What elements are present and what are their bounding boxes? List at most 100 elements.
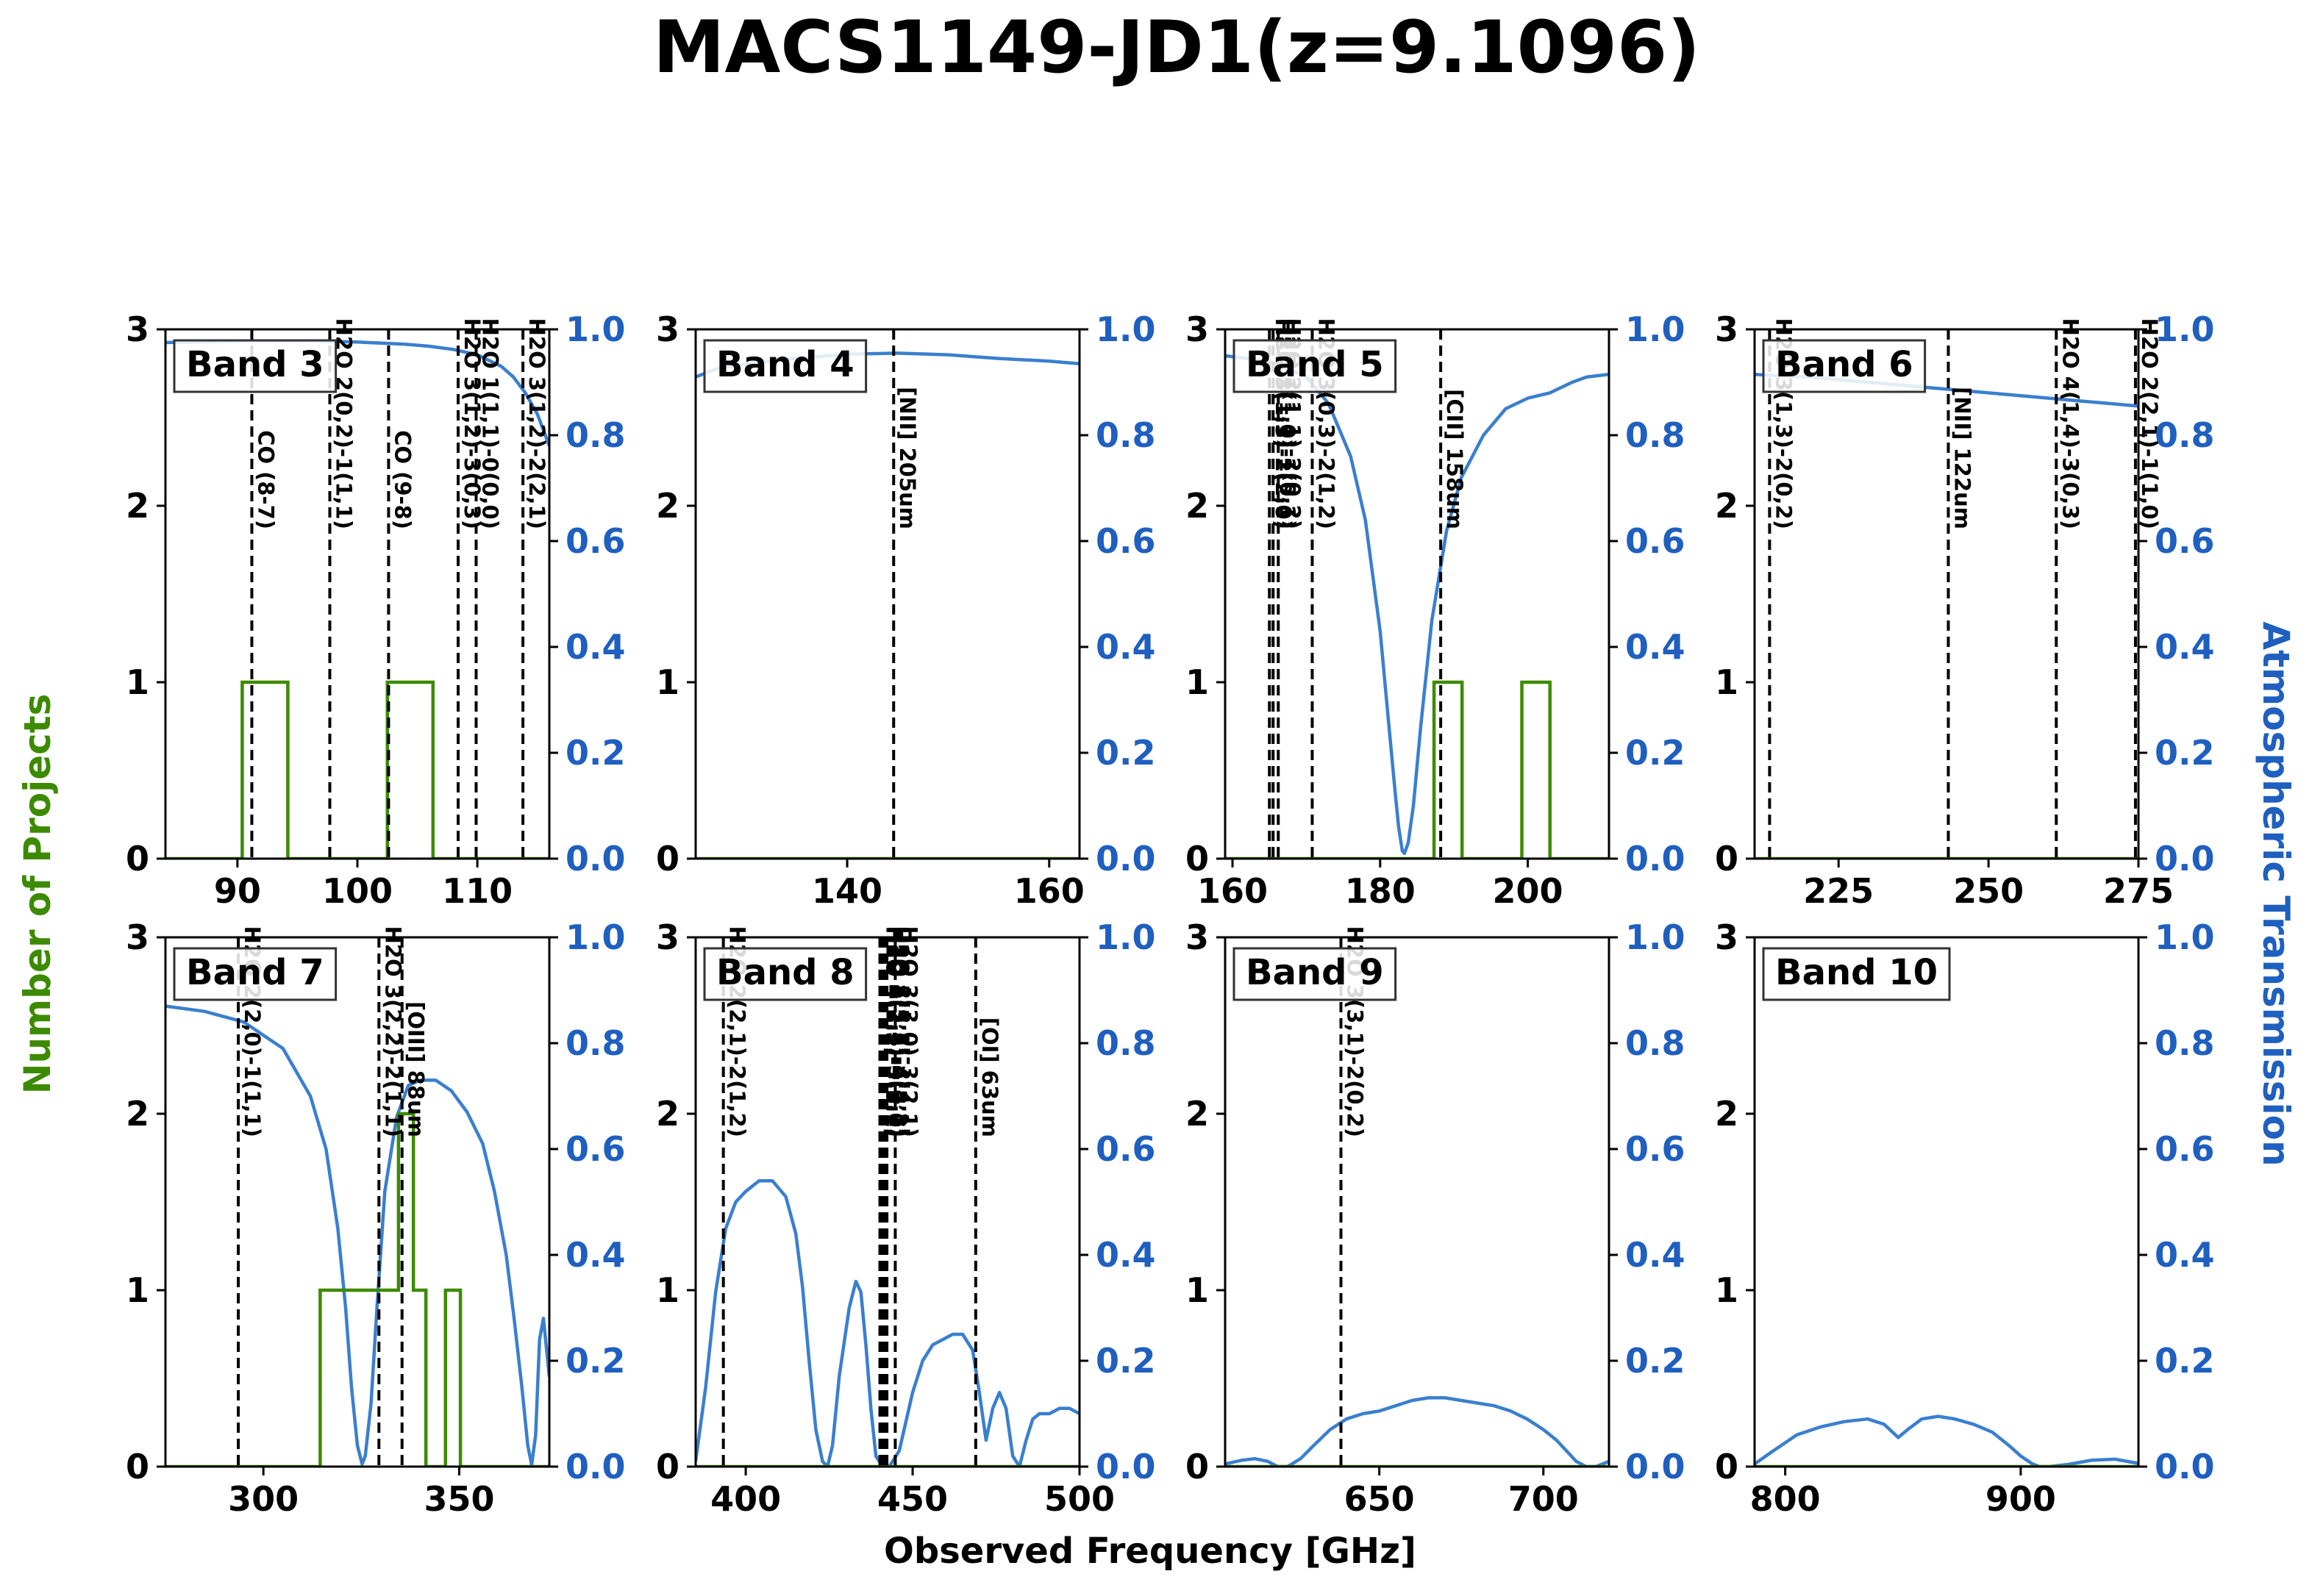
- y-right-tick-label: 0.2: [565, 1341, 626, 1381]
- y-left-tick-label: 0: [126, 839, 149, 878]
- y-left-tick-label: 1: [1715, 1270, 1738, 1310]
- x-tick-label: 650: [1344, 1479, 1415, 1519]
- y-right-tick-label: 0.8: [1096, 415, 1156, 455]
- panel-frame: [1224, 936, 1610, 1468]
- panel-title: Band 5: [1246, 344, 1384, 385]
- panel-6: H2O 2(2,1)-2(1,2) H2O 4(2,2)-3(3,1)H2O 4(…: [656, 917, 1156, 1519]
- emission-line-label: [NII] 205um: [895, 387, 920, 529]
- panel-title-frame: [1762, 339, 1927, 393]
- panel-title-box: Band 5: [1232, 339, 1397, 393]
- panel-8: 0 1 2 3 0.0 0.2 0.4 0.6 0.8 1.0 800 900 Band 10: [1715, 917, 2215, 1519]
- y-right-tick-label: 0.8: [1625, 415, 1685, 455]
- y-left-tick-label: 2: [126, 486, 149, 526]
- panel-title-box: Band 10: [1762, 947, 1951, 1001]
- y-right-tick-label: 0.6: [1625, 1129, 1685, 1169]
- transmission-curve: [165, 1004, 549, 1467]
- y-right-tick-label: 0.4: [565, 627, 626, 667]
- emission-line-label: H2O 4(1,4)-3(0,3): [2058, 318, 2083, 529]
- panel-title: Band 10: [1775, 952, 1938, 993]
- y-left-tick-label: 2: [1185, 1094, 1209, 1134]
- y-right-tick-label: 1.0: [1625, 309, 1685, 349]
- x-tick-label: 350: [424, 1479, 494, 1519]
- y-right-tick-label: 0.4: [2155, 627, 2215, 667]
- y-right-tick-label: 0.0: [1096, 839, 1156, 878]
- emission-line-label: H2O 1(1,1)-0(0,0): [478, 318, 503, 529]
- y-left-tick-label: 2: [1715, 1094, 1738, 1134]
- y-right-tick-label: 0.2: [1625, 1341, 1685, 1381]
- x-axis-label: Observed Frequency [GHz]: [884, 1531, 1416, 1572]
- panel-title-frame: [1232, 947, 1397, 1001]
- y-right-tick-label: 0.6: [2155, 521, 2215, 561]
- panel-title-frame: [173, 947, 338, 1001]
- y-left-tick-label: 2: [1185, 486, 1209, 526]
- y-right-tick-label: 0.4: [1625, 627, 1685, 667]
- y-left-tick-label: 0: [1715, 1447, 1738, 1486]
- x-tick-label: 90: [214, 871, 261, 911]
- y-left-tick-label: 2: [1715, 486, 1738, 526]
- emission-line-label: [CII] 158um: [1442, 389, 1467, 529]
- y-right-tick-label: 0.0: [1096, 1447, 1156, 1486]
- y-right-tick-label: 0.2: [1096, 733, 1156, 773]
- y-right-tick-label: 0.4: [1625, 1235, 1685, 1275]
- panel-title: Band 3: [186, 344, 324, 385]
- y-right-tick-label: 0.0: [1625, 1447, 1685, 1486]
- x-tick-label: 160: [1014, 871, 1085, 911]
- emission-line-label: H2O 3(1,2)-3(0,3): [460, 318, 485, 529]
- panel-title-frame: [703, 339, 868, 393]
- x-tick-label: 200: [1493, 871, 1563, 911]
- emission-line-label: H2O 3(2,2)-2(1,1): [380, 926, 405, 1137]
- y-left-tick-label: 0: [656, 1447, 679, 1486]
- y-right-tick-label: 0.0: [1625, 839, 1685, 878]
- transmission-curve: [1225, 1396, 1609, 1467]
- panel-title-box: Band 7: [173, 947, 338, 1001]
- transmission-curve: [696, 1178, 1080, 1467]
- x-tick-label: 400: [710, 1479, 781, 1519]
- y-left-tick-label: 1: [656, 1270, 679, 1310]
- panel-5: H2O 2(2,0)-1(1,1) H2O 3(2,2)-2(1,1)[OIII]…: [126, 917, 626, 1519]
- y-left-tick-label: 1: [656, 662, 679, 702]
- x-tick-label: 800: [1750, 1479, 1821, 1519]
- emission-line-label: H2O 3(1,2)-2(2,1): [524, 318, 549, 529]
- panel-data: [1225, 937, 1609, 1467]
- panel-3: H2O 3(1,3)-2(2,0)H2O 1(1,0)-1(0,1)H2O 2(…: [1185, 309, 1685, 911]
- panel-frame: [1224, 328, 1610, 860]
- emission-line-label: [OIII] 88um: [404, 1001, 429, 1137]
- panel-title-frame: [173, 339, 338, 393]
- y-left-tick-label: 3: [126, 917, 149, 957]
- x-tick-label: 275: [2103, 871, 2174, 911]
- panel-data: [1225, 329, 1609, 859]
- y-left-tick-label: 3: [656, 917, 679, 957]
- y-right-tick-label: 0.8: [1096, 1023, 1156, 1063]
- y-right-tick-label: 0.4: [1096, 1235, 1156, 1275]
- panel-title: Band 9: [1246, 952, 1384, 993]
- y-right-tick-label: 0.0: [2155, 1447, 2215, 1486]
- x-tick-label: 180: [1345, 871, 1416, 911]
- x-tick-label: 110: [442, 871, 513, 911]
- y-right-tick-label: 0.0: [565, 839, 626, 878]
- y-axis-label-right: Atmospheric Transmission: [2255, 621, 2297, 1166]
- y-left-tick-label: 3: [1185, 917, 1209, 957]
- y-right-tick-label: 0.6: [1096, 1129, 1156, 1169]
- y-left-tick-label: 3: [126, 309, 149, 349]
- y-right-tick-label: 0.0: [2155, 839, 2215, 878]
- y-right-tick-label: 0.2: [1096, 1341, 1156, 1381]
- transmission-curve: [1225, 354, 1609, 856]
- panel-data: [696, 937, 1080, 1467]
- panel-data: [165, 329, 549, 859]
- y-right-tick-label: 1.0: [1096, 309, 1156, 349]
- panel-title: Band 8: [716, 952, 854, 993]
- y-left-tick-label: 1: [1185, 662, 1209, 702]
- y-left-tick-label: 2: [656, 486, 679, 526]
- y-right-tick-label: 1.0: [2155, 309, 2215, 349]
- emission-line-label: CO (9-8): [390, 430, 415, 529]
- y-right-tick-label: 0.4: [2155, 1235, 2215, 1275]
- y-left-tick-label: 3: [656, 309, 679, 349]
- y-left-tick-label: 2: [656, 1094, 679, 1134]
- emission-line-label: H2O 4(2,3)-3(3,0): [883, 926, 908, 1137]
- panel-title: Band 7: [186, 952, 324, 993]
- y-right-tick-label: 1.0: [2155, 917, 2215, 957]
- y-right-tick-label: 0.2: [2155, 1341, 2215, 1381]
- emission-line-label: [OI] 63um: [977, 1017, 1002, 1137]
- y-left-tick-label: 3: [1715, 917, 1738, 957]
